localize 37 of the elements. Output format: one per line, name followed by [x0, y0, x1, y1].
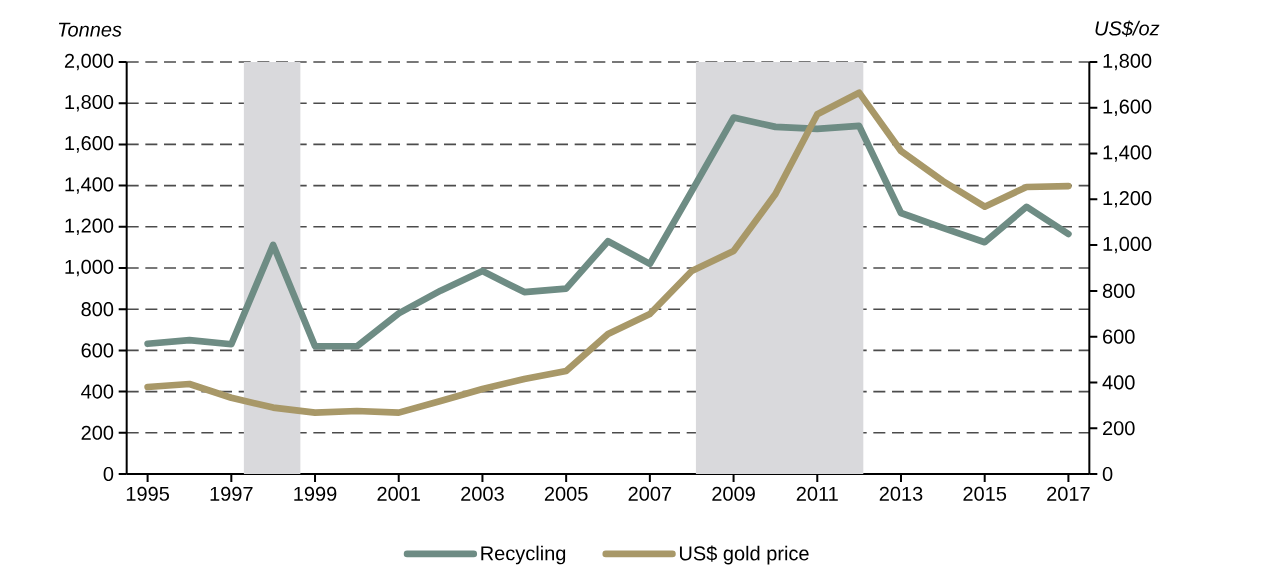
x-tick-label: 2013 [879, 486, 923, 501]
x-tick-label: 1999 [294, 486, 337, 501]
legend-label: Recycling [481, 545, 566, 565]
y2-tick-label: 0 [1102, 466, 1113, 482]
x-tick-label: 2005 [544, 486, 588, 501]
y2-tick-label: 800 [1102, 283, 1135, 298]
y2-tick-label: 1,000 [1103, 236, 1152, 254]
x-tick-label: 2015 [963, 486, 1007, 501]
y2-tick-label: 1,200 [1103, 191, 1152, 208]
y-tick-label: 1,000 [65, 259, 114, 277]
x-tick-label: 2011 [796, 486, 838, 501]
legend-label: US$ gold price [679, 545, 809, 565]
y-tick-label: 800 [81, 302, 114, 317]
y2-axis-title: US$/oz [1095, 20, 1160, 37]
y-tick-label: 1,400 [65, 177, 114, 194]
y-tick-label: 600 [81, 343, 114, 358]
x-tick-label: 2001 [377, 486, 420, 501]
x-tick-label: 2009 [712, 486, 755, 501]
y-tick-label: 1,800 [65, 94, 114, 112]
y-axis-title: Tonnes [58, 22, 122, 37]
y2-tick-label: 1,600 [1103, 99, 1152, 117]
y-tick-label: 1,600 [65, 136, 114, 153]
y2-tick-label: 1,400 [1103, 145, 1152, 162]
y2-tick-label: 1,800 [1103, 53, 1152, 71]
x-tick-label: 2017 [1047, 486, 1090, 501]
y-tick-label: 2,000 [64, 53, 114, 71]
x-tick-label: 2007 [628, 486, 672, 501]
y-tick-label: 400 [81, 384, 114, 399]
y2-tick-label: 400 [1102, 375, 1135, 390]
y-tick-label: 1,200 [65, 218, 114, 236]
y2-tick-label: 600 [1103, 329, 1135, 344]
y-tick-label: 200 [81, 425, 114, 440]
y2-tick-label: 200 [1103, 421, 1135, 436]
x-tick-label: 2003 [461, 486, 504, 501]
x-tick-label: 1997 [210, 486, 253, 501]
y-tick-label: 0 [103, 466, 114, 482]
x-tick-label: 1995 [126, 486, 170, 501]
